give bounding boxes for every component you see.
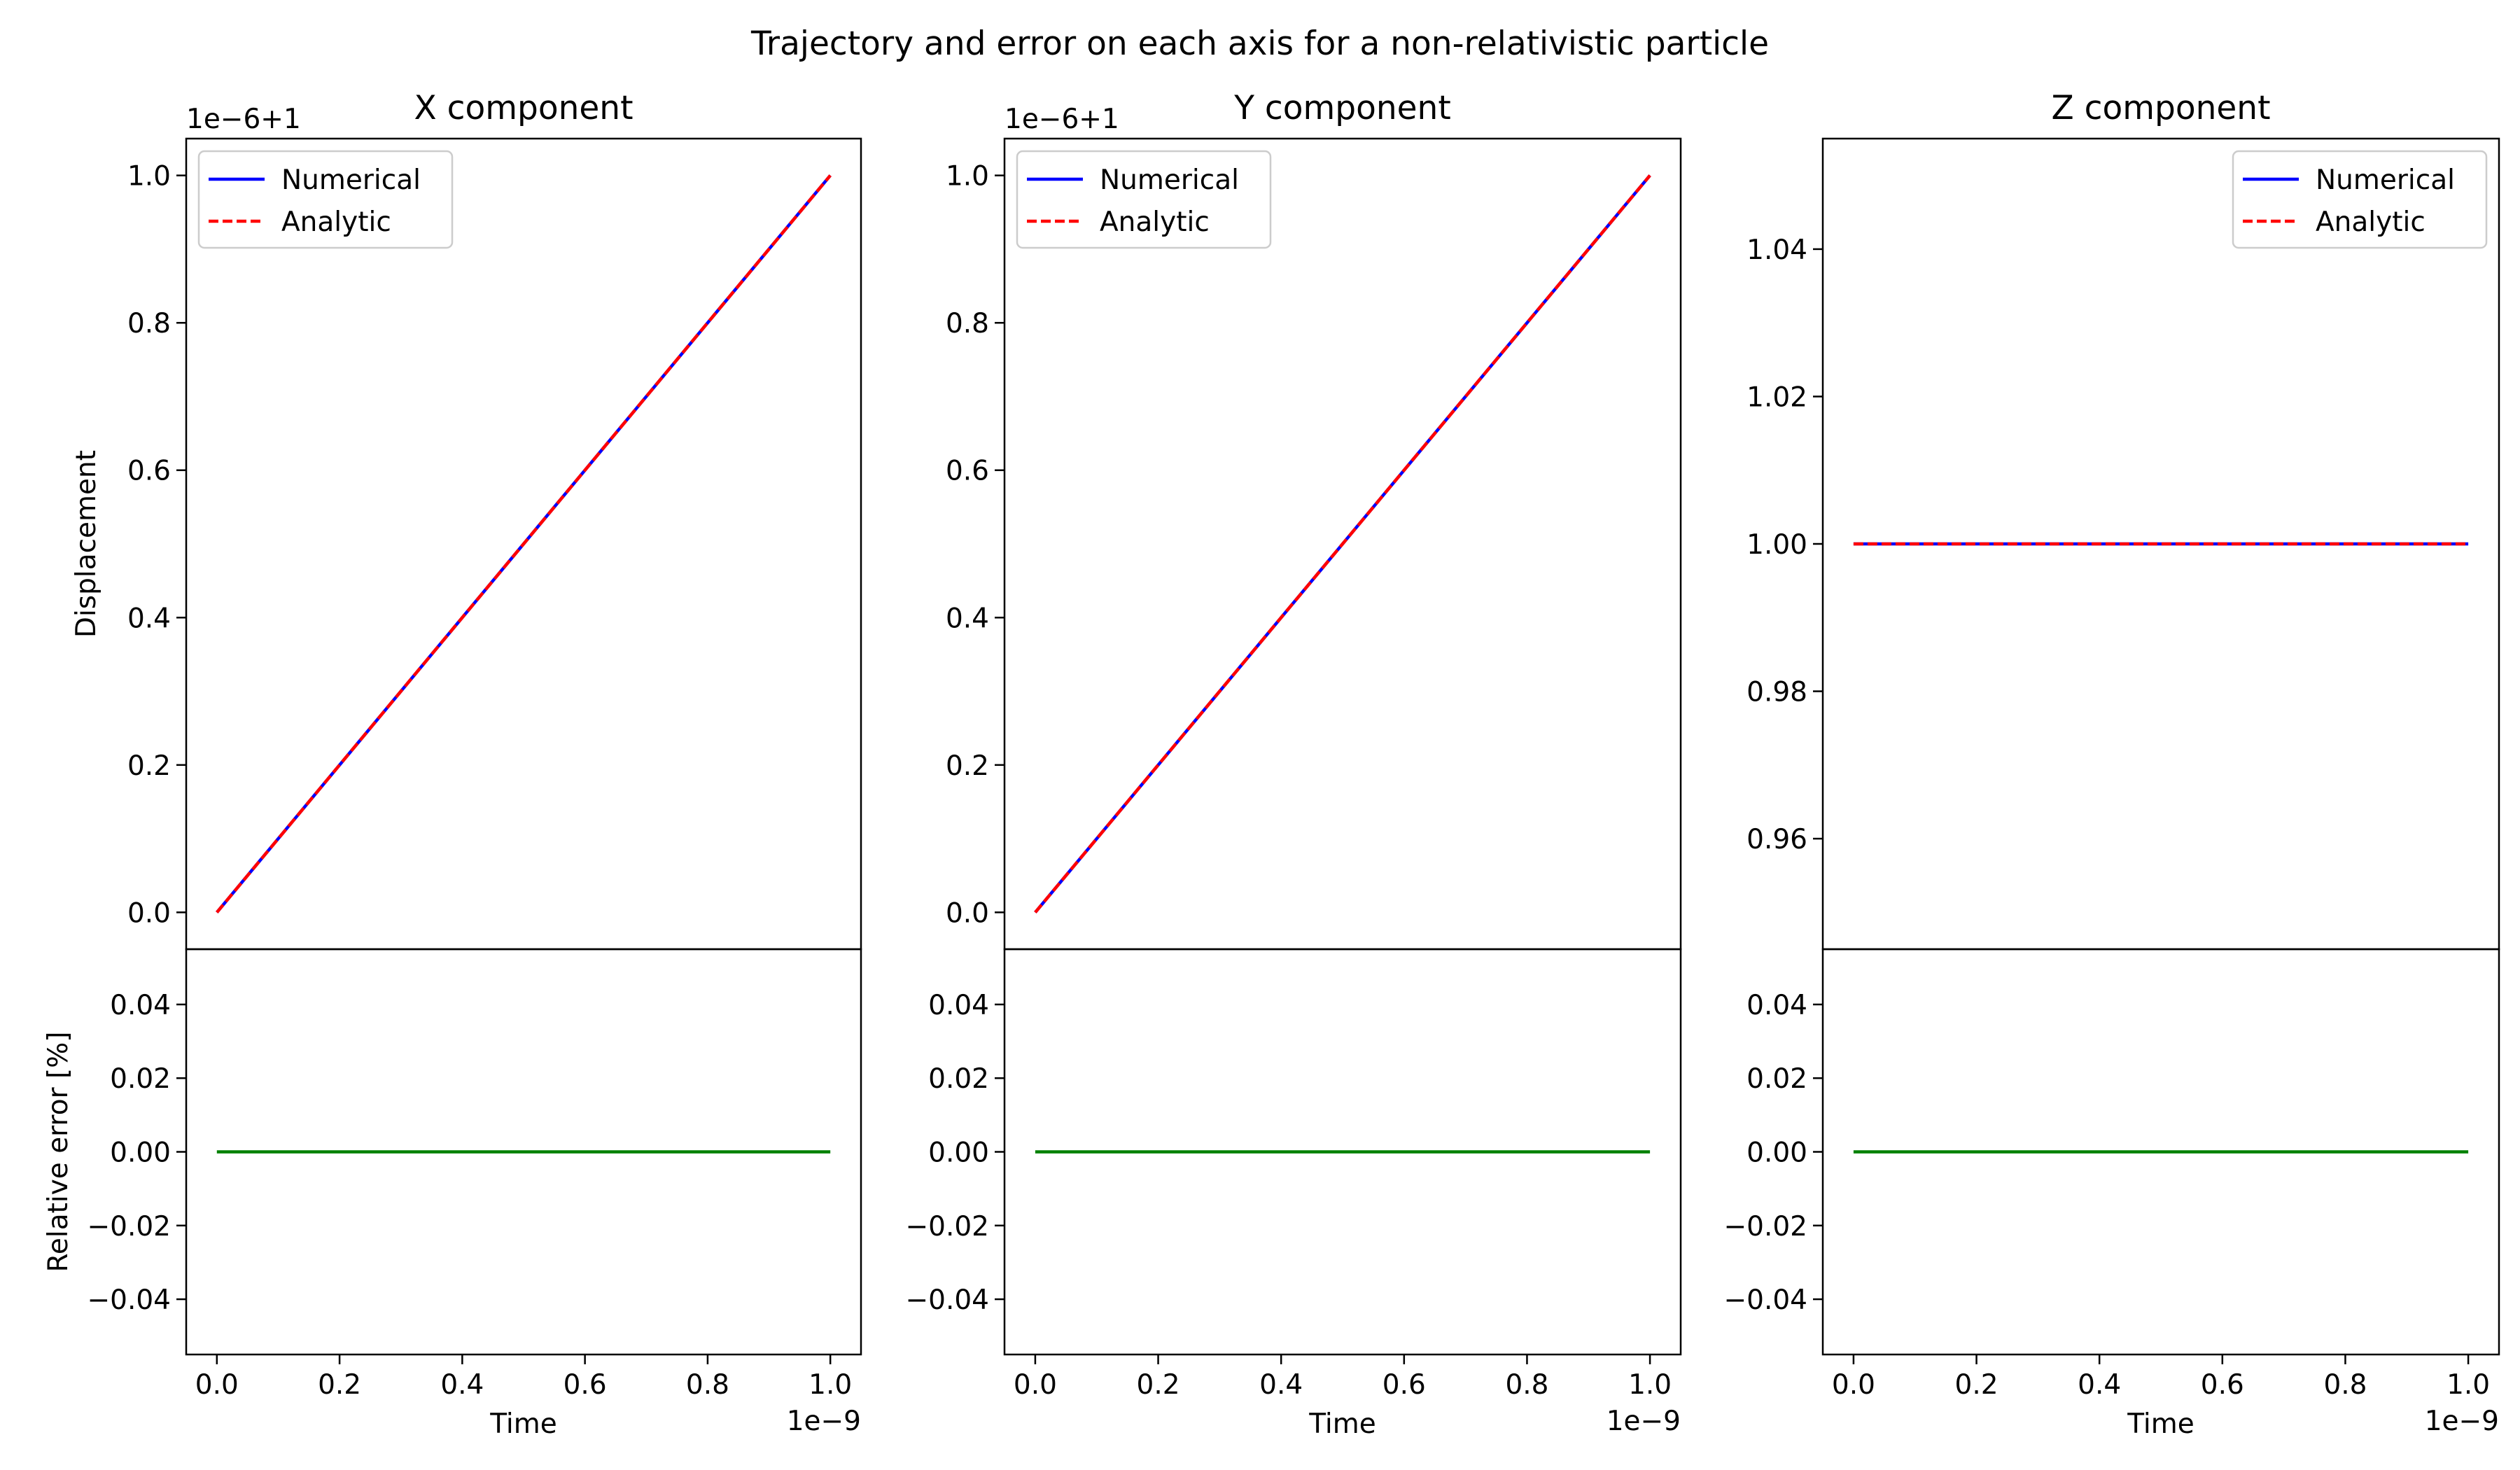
y-offset-label: 1e−6+1 <box>186 104 301 135</box>
y-tick-label: 0.4 <box>946 603 989 634</box>
x-tick-label: 1.0 <box>808 1369 852 1401</box>
x-tick-label: 0.4 <box>2078 1369 2121 1401</box>
y-tick-label: 0.6 <box>127 456 171 487</box>
x-tick-label: 0.0 <box>1014 1369 1057 1401</box>
y-tick-label: 0.8 <box>127 308 171 340</box>
y-tick-label: 1.02 <box>1746 382 1807 413</box>
y-tick-label: 0.02 <box>110 1063 171 1095</box>
x-tick-label: 0.6 <box>1382 1369 1426 1401</box>
legend: Numerical Analytic <box>1016 150 1272 249</box>
legend-label: Analytic <box>1100 206 1210 238</box>
legend-box <box>2232 150 2488 249</box>
panel-error-z: 0.04 0.02 0.00 −0.02 −0.04 0.0 0.2 0.4 0.6 0.8 1.0… <box>1723 948 2500 1440</box>
y-tick-label: 0.04 <box>928 990 989 1021</box>
y-tick-label: 0.96 <box>1746 824 1807 855</box>
subplot-title: Y component <box>1233 89 1451 127</box>
legend: Numerical Analytic <box>197 150 454 249</box>
y-tick-label: 0.00 <box>110 1138 171 1169</box>
x-tick-label: 0.4 <box>1259 1369 1303 1401</box>
x-tick-label: 0.0 <box>195 1369 239 1401</box>
x-axis-label: Time <box>2127 1408 2194 1440</box>
subplot-title: Z component <box>2051 89 2270 127</box>
plots: 0.0 0.2 0.4 0.6 0.8 1.0 X component 1e−6+1 Displ… <box>43 89 2500 1440</box>
x-multiplier-label: 1e−9 <box>2425 1406 2499 1437</box>
x-axis-label: Time <box>1308 1408 1376 1440</box>
x-tick-label: 0.8 <box>1505 1369 1548 1401</box>
x-multiplier-label: 1e−9 <box>1606 1406 1681 1437</box>
y-tick-label: 1.0 <box>127 161 171 192</box>
legend-label: Numerical <box>2316 164 2455 196</box>
legend-label: Analytic <box>2316 206 2426 238</box>
y-tick-label: −0.02 <box>905 1211 989 1242</box>
y-axis-label: Displacement <box>71 450 102 638</box>
y-tick-label: 0.00 <box>928 1138 989 1169</box>
panel-trajectory-y: 0.0 0.2 0.4 0.6 0.8 1.0 Y component 1e−6+1 Numer… <box>946 89 1682 951</box>
y-tick-label: −0.04 <box>1723 1284 1807 1316</box>
y-tick-label: 1.04 <box>1746 234 1807 266</box>
y-tick-label: 0.4 <box>127 603 171 634</box>
x-tick-label: 0.2 <box>1955 1369 1998 1401</box>
x-tick-label: 0.4 <box>440 1369 484 1401</box>
y-tick-label: 0.6 <box>946 456 989 487</box>
figure-suptitle: Trajectory and error on each axis for a … <box>750 24 1769 63</box>
y-tick-label: 0.00 <box>1746 1138 1807 1169</box>
panel-trajectory-z: 0.96 0.98 1.00 1.02 1.04 Z component Numerical… <box>1746 89 2500 951</box>
y-tick-label: 0.02 <box>928 1063 989 1095</box>
y-tick-label: −0.02 <box>87 1211 171 1242</box>
y-tick-label: 0.04 <box>110 990 171 1021</box>
x-tick-label: 0.2 <box>318 1369 361 1401</box>
legend-box <box>1016 150 1272 249</box>
y-tick-label: 1.00 <box>1746 529 1807 561</box>
legend-label: Numerical <box>281 164 421 196</box>
y-tick-label: 1.0 <box>946 161 989 192</box>
x-tick-label: 0.6 <box>564 1369 607 1401</box>
legend-label: Analytic <box>281 206 391 238</box>
panel-error-y: 0.04 0.02 0.00 −0.02 −0.04 0.0 0.2 0.4 0.6 0.8 1.0… <box>905 948 1682 1440</box>
y-tick-label: −0.04 <box>905 1284 989 1316</box>
analytic-line <box>1034 174 1651 913</box>
legend-label: Numerical <box>1100 164 1239 196</box>
x-tick-label: 0.0 <box>1832 1369 1875 1401</box>
y-tick-label: −0.02 <box>1723 1211 1807 1242</box>
x-axis-label: Time <box>489 1408 556 1440</box>
legend: Numerical Analytic <box>2232 150 2488 249</box>
y-tick-label: 0.2 <box>127 750 171 782</box>
y-tick-label: −0.04 <box>87 1284 171 1316</box>
legend-box <box>197 150 454 249</box>
y-offset-label: 1e−6+1 <box>1004 104 1119 135</box>
y-tick-label: 0.98 <box>1746 677 1807 708</box>
y-tick-label: 0.8 <box>946 308 989 340</box>
panel-trajectory-x: 0.0 0.2 0.4 0.6 0.8 1.0 X component 1e−6+1 Displ… <box>71 89 862 951</box>
x-tick-label: 0.2 <box>1137 1369 1180 1401</box>
y-tick-label: 0.2 <box>946 750 989 782</box>
panel-error-x: 0.04 0.02 0.00 −0.02 −0.04 0.0 0.2 0.4 0.6 0.8 1.0… <box>43 948 862 1440</box>
y-axis-label: Relative error [%] <box>43 1032 74 1273</box>
x-tick-label: 0.6 <box>2201 1369 2244 1401</box>
x-tick-label: 0.8 <box>686 1369 729 1401</box>
x-tick-label: 1.0 <box>2446 1369 2490 1401</box>
x-tick-label: 1.0 <box>1628 1369 1672 1401</box>
y-tick-label: 0.04 <box>1746 990 1807 1021</box>
x-tick-label: 0.8 <box>2323 1369 2367 1401</box>
y-tick-label: 0.02 <box>1746 1063 1807 1095</box>
subplot-title: X component <box>414 89 633 127</box>
y-tick-label: 0.0 <box>946 897 989 929</box>
y-tick-label: 0.0 <box>127 897 171 929</box>
analytic-line <box>216 174 832 913</box>
x-multiplier-label: 1e−9 <box>787 1406 861 1437</box>
